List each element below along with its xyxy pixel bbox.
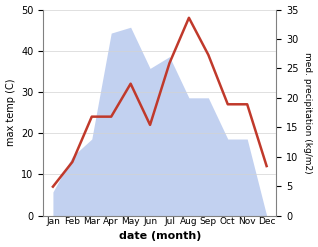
X-axis label: date (month): date (month) bbox=[119, 231, 201, 242]
Y-axis label: max temp (C): max temp (C) bbox=[5, 79, 16, 146]
Y-axis label: med. precipitation (kg/m2): med. precipitation (kg/m2) bbox=[303, 52, 313, 173]
